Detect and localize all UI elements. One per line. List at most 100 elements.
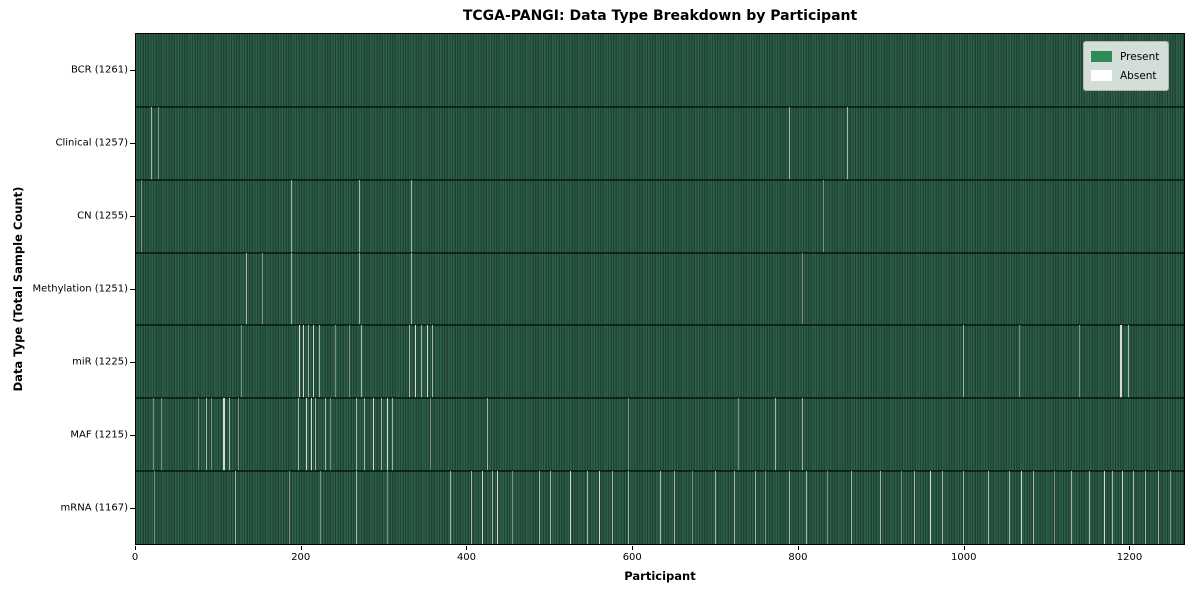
legend-item-present: Present [1091, 47, 1159, 66]
y-tick-label-bcr: BCR (1261) [70, 64, 128, 76]
absent-stripe-maf [738, 398, 740, 472]
x-tick-label: 1200 [1116, 552, 1143, 563]
absent-stripe-mrna [1033, 471, 1035, 544]
x-tick-label: 800 [788, 552, 808, 563]
row-divider [136, 397, 1184, 400]
absent-stripe-mrna [880, 471, 882, 544]
absent-stripe-clinical [789, 106, 791, 180]
x-tick-label: 400 [456, 552, 477, 563]
absent-stripe-mrna [586, 471, 588, 544]
absent-stripe-mrna [512, 471, 514, 544]
absent-stripe-mrna [356, 471, 358, 544]
x-tick-label: 600 [622, 552, 642, 563]
absent-stripe-maf [310, 398, 312, 472]
absent-stripe-methylation [801, 252, 803, 326]
absent-stripe-maf [305, 398, 307, 472]
x-tick-mark [963, 546, 965, 550]
absent-stripe-mrna [805, 471, 807, 544]
y-tick-mark [130, 215, 135, 217]
absent-stripe-maf [486, 398, 488, 472]
absent-stripe-cn [140, 179, 142, 253]
absent-stripe-maf [801, 398, 803, 472]
absent-stripe-mrna [549, 471, 551, 544]
absent-stripe-mrna [963, 471, 965, 544]
absent-stripe-mrna [1103, 471, 1105, 544]
absent-stripe-maf [380, 398, 382, 472]
absent-stripe-mir [963, 325, 965, 399]
absent-stripe-mrna [930, 471, 932, 544]
y-tick-label-methylation: Methylation (1251) [32, 283, 128, 295]
absent-stripe-mir [318, 325, 320, 399]
absent-stripe-mrna [987, 471, 989, 544]
absent-stripe-mir [313, 325, 314, 399]
absent-stripe-maf [364, 398, 366, 472]
x-tick-label: 200 [291, 552, 311, 563]
absent-stripe-mrna [538, 471, 540, 544]
x-tick-mark [1129, 546, 1131, 550]
absent-stripe-maf [372, 398, 374, 472]
absent-stripe-clinical [157, 106, 159, 180]
y-tick-label-maf: MAF (1215) [70, 429, 128, 441]
legend-label-absent: Absent [1120, 69, 1157, 82]
legend: Present Absent [1083, 41, 1170, 91]
y-tick-label-mrna: mRNA (1167) [60, 502, 128, 514]
absent-stripe-maf [228, 398, 230, 472]
x-tick-mark [135, 546, 136, 550]
absent-stripe-mrna [1121, 471, 1123, 544]
absent-stripe-mrna [611, 471, 613, 544]
absent-stripe-mir [360, 325, 362, 399]
absent-swatch-icon [1091, 70, 1112, 81]
row-divider [136, 105, 1184, 108]
absent-stripe-mrna [734, 471, 736, 544]
x-tick-label: 1000 [950, 552, 977, 563]
x-tick-mark [466, 546, 468, 550]
absent-stripe-maf [152, 398, 154, 472]
absent-stripe-mrna [913, 471, 915, 544]
absent-stripe-clinical [846, 106, 848, 180]
absent-stripe-mrna [628, 471, 630, 544]
absent-stripe-mrna [470, 471, 472, 544]
absent-stripe-mrna [659, 471, 661, 544]
absent-stripe-mrna [1112, 471, 1114, 544]
absent-stripe-mrna [599, 471, 601, 544]
y-tick-label-clinical: Clinical (1257) [55, 137, 129, 149]
absent-stripe-mir [303, 325, 305, 399]
absent-stripe-mir [1127, 325, 1129, 399]
absent-stripe-clinical [150, 106, 152, 180]
absent-stripe-mrna [826, 471, 828, 544]
y-tick-label-cn: CN (1255) [77, 210, 128, 222]
absent-stripe-mir [414, 325, 416, 399]
y-tick-mark [130, 289, 135, 290]
absent-stripe-mrna [235, 471, 237, 544]
absent-stripe-mir [420, 325, 422, 399]
absent-stripe-mir [241, 325, 243, 399]
absent-stripe-mrna [789, 471, 791, 544]
absent-stripe-mir [1120, 325, 1122, 399]
absent-stripe-methylation [261, 252, 263, 326]
absent-stripe-mrna [1054, 471, 1056, 544]
absent-stripe-mrna [1157, 471, 1159, 544]
absent-stripe-maf [206, 398, 208, 472]
absent-stripe-maf [298, 398, 300, 472]
y-tick-mark [130, 362, 135, 364]
x-tick-mark [632, 546, 634, 550]
absent-stripe-mrna [491, 471, 493, 544]
absent-stripe-maf [315, 398, 317, 472]
x-tick-mark [797, 546, 799, 550]
absent-stripe-maf [392, 398, 394, 472]
absent-stripe-methylation [246, 252, 247, 326]
row-divider [136, 178, 1184, 181]
absent-stripe-mir [1019, 325, 1021, 399]
absent-stripe-mrna [901, 471, 903, 544]
absent-stripe-mrna [1021, 471, 1023, 544]
row-divider [136, 324, 1184, 327]
absent-stripe-maf [356, 398, 358, 472]
x-axis-label: Participant [624, 569, 696, 583]
absent-stripe-mrna [289, 471, 291, 544]
absent-stripe-maf [330, 398, 332, 472]
legend-item-absent: Absent [1091, 66, 1159, 85]
x-tick-label: 0 [131, 552, 139, 563]
absent-stripe-maf [429, 398, 431, 472]
present-swatch-icon [1091, 51, 1112, 62]
absent-stripe-mrna [673, 471, 675, 544]
